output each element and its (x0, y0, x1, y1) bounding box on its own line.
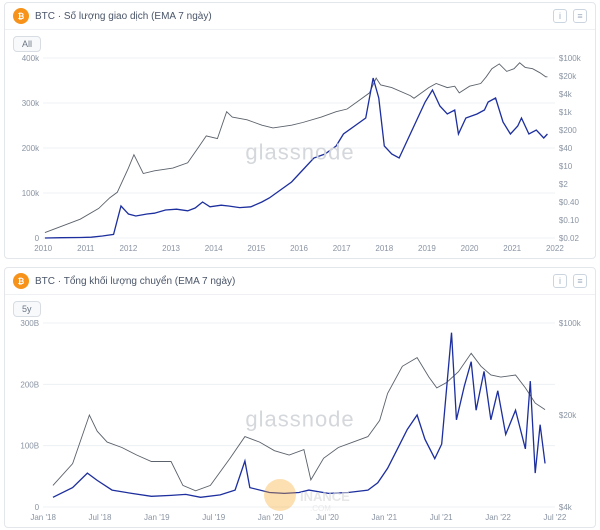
svg-text:Jan '18: Jan '18 (30, 513, 56, 522)
svg-text:300B: 300B (20, 319, 39, 328)
svg-text:2012: 2012 (119, 244, 137, 253)
svg-text:Jul '19: Jul '19 (202, 513, 225, 522)
svg-text:$100k: $100k (559, 319, 582, 328)
svg-text:Jul '22: Jul '22 (543, 513, 566, 522)
svg-text:Jul '21: Jul '21 (430, 513, 453, 522)
plot-area-1: glassnode 0100k200k300k400k$0.02$0.10$0.… (9, 54, 591, 254)
svg-text:$20k: $20k (559, 411, 577, 420)
svg-text:Jul '20: Jul '20 (316, 513, 339, 522)
svg-text:2010: 2010 (34, 244, 52, 253)
svg-text:0: 0 (35, 234, 40, 243)
svg-text:$100k: $100k (559, 54, 582, 63)
chart-panel-1: ₿ BTC · Số lượng giao dịch (EMA 7 ngày) … (4, 2, 596, 259)
svg-text:2014: 2014 (205, 244, 223, 253)
svg-text:2018: 2018 (375, 244, 393, 253)
chart-header-2: ₿ BTC · Tổng khối lượng chuyển (EMA 7 ng… (5, 268, 595, 295)
svg-text:100k: 100k (22, 189, 40, 198)
svg-text:$2: $2 (559, 180, 568, 189)
svg-text:100B: 100B (20, 442, 39, 451)
svg-text:Jan '21: Jan '21 (371, 513, 397, 522)
svg-text:$200: $200 (559, 126, 577, 135)
svg-text:$4k: $4k (559, 503, 573, 512)
svg-text:2019: 2019 (418, 244, 436, 253)
plot-area-2: glassnode INANCE .COM 0100B200B300B$4k$2… (9, 319, 591, 523)
btc-icon: ₿ (13, 8, 29, 24)
svg-text:2021: 2021 (503, 244, 521, 253)
svg-text:400k: 400k (22, 54, 40, 63)
menu-icon[interactable]: ≡ (573, 274, 587, 288)
svg-text:$10: $10 (559, 162, 573, 171)
svg-text:300k: 300k (22, 99, 40, 108)
chart-title-2: BTC · Tổng khối lượng chuyển (EMA 7 ngày… (35, 276, 547, 287)
svg-text:0: 0 (35, 503, 40, 512)
info-icon[interactable]: i (553, 9, 567, 23)
svg-text:2017: 2017 (333, 244, 351, 253)
svg-text:2020: 2020 (461, 244, 479, 253)
svg-text:$0.02: $0.02 (559, 234, 580, 243)
menu-icon[interactable]: ≡ (573, 9, 587, 23)
svg-text:2013: 2013 (162, 244, 180, 253)
svg-text:200B: 200B (20, 380, 39, 389)
range-selector-2[interactable]: 5y (13, 301, 41, 317)
svg-text:$40: $40 (559, 144, 573, 153)
svg-text:2022: 2022 (546, 244, 564, 253)
svg-text:Jan '20: Jan '20 (258, 513, 284, 522)
chart-title-1: BTC · Số lượng giao dịch (EMA 7 ngày) (35, 11, 547, 22)
range-selector-1[interactable]: All (13, 36, 41, 52)
svg-text:Jan '22: Jan '22 (485, 513, 511, 522)
svg-text:$20k: $20k (559, 72, 577, 81)
svg-text:2011: 2011 (77, 244, 95, 253)
svg-text:$0.40: $0.40 (559, 198, 580, 207)
btc-icon: ₿ (13, 273, 29, 289)
svg-text:$1k: $1k (559, 108, 573, 117)
chart-panel-2: ₿ BTC · Tổng khối lượng chuyển (EMA 7 ng… (4, 267, 596, 528)
svg-text:Jan '19: Jan '19 (144, 513, 170, 522)
svg-text:200k: 200k (22, 144, 40, 153)
chart-header-1: ₿ BTC · Số lượng giao dịch (EMA 7 ngày) … (5, 3, 595, 30)
svg-text:$0.10: $0.10 (559, 216, 580, 225)
svg-text:2016: 2016 (290, 244, 308, 253)
svg-text:Jul '18: Jul '18 (89, 513, 112, 522)
info-icon[interactable]: i (553, 274, 567, 288)
svg-text:2015: 2015 (247, 244, 265, 253)
svg-text:$4k: $4k (559, 90, 573, 99)
